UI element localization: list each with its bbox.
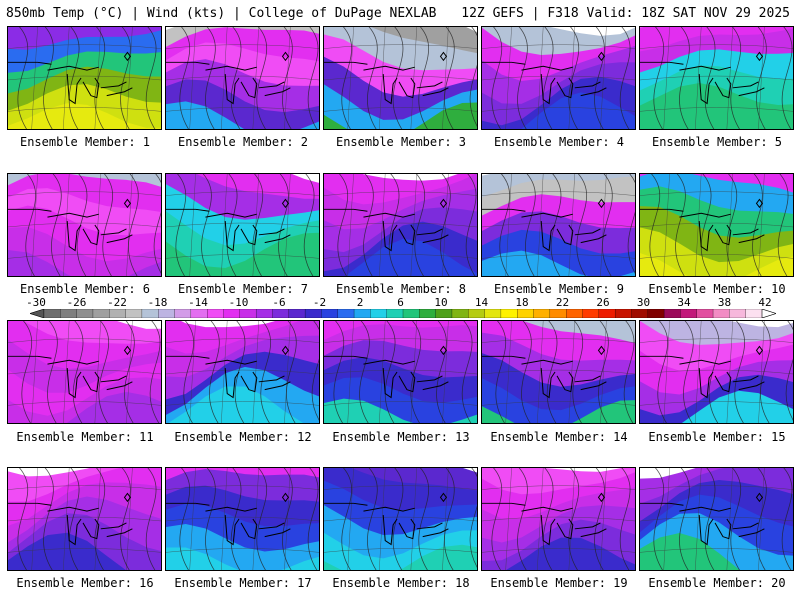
ensemble-map-panel[interactable] xyxy=(165,173,320,277)
ensemble-member-label: Ensemble Member: 14 xyxy=(490,430,628,444)
ensemble-member-label: Ensemble Member: 6 xyxy=(19,282,151,296)
ensemble-member-label: Ensemble Member: 7 xyxy=(177,282,309,296)
ensemble-map-panel[interactable] xyxy=(323,320,478,424)
colorbar-tick-label: 14 xyxy=(474,296,489,309)
colorbar-tick-label: -2 xyxy=(312,296,327,309)
temperature-field-map xyxy=(166,468,319,570)
ensemble-map-panel[interactable] xyxy=(323,26,478,130)
temperature-field-map xyxy=(482,321,635,423)
ensemble-map-panel[interactable] xyxy=(639,173,794,277)
colorbar-tick-label: 10 xyxy=(434,296,448,309)
map-title: 850mb Temp (°C) | Wind (kts) | College o… xyxy=(6,6,437,21)
ensemble-member-label: Ensemble Member: 8 xyxy=(335,282,467,296)
ensemble-member-label: Ensemble Member: 4 xyxy=(493,135,625,149)
colorbar-tick-label: -18 xyxy=(147,296,168,309)
temperature-field-map xyxy=(640,468,793,570)
ensemble-map-panel[interactable] xyxy=(165,320,320,424)
ensemble-member-label: Ensemble Member: 10 xyxy=(648,282,786,296)
temperature-field-map xyxy=(324,321,477,423)
temperature-field-map xyxy=(8,27,161,129)
ensemble-map-panel[interactable] xyxy=(481,467,636,571)
ensemble-map-panel[interactable] xyxy=(639,26,794,130)
ensemble-map-panel[interactable] xyxy=(7,26,162,130)
colorbar-tick-label: -26 xyxy=(66,296,87,309)
ensemble-member-label: Ensemble Member: 17 xyxy=(174,576,312,590)
colorbar-tick-label: -6 xyxy=(272,296,286,309)
colorbar-tick-label: 2 xyxy=(356,296,364,309)
colorbar-tick-label: 26 xyxy=(596,296,610,309)
temperature-field-map xyxy=(324,174,477,276)
ensemble-member-label: Ensemble Member: 11 xyxy=(16,430,154,444)
ensemble-member-label: Ensemble Member: 13 xyxy=(332,430,470,444)
colorbar-tick-label: 22 xyxy=(555,296,570,309)
ensemble-map-panel[interactable] xyxy=(481,320,636,424)
ensemble-member-label: Ensemble Member: 18 xyxy=(332,576,470,590)
temperature-field-map xyxy=(166,321,319,423)
ensemble-member-label: Ensemble Member: 20 xyxy=(648,576,786,590)
ensemble-map-panel[interactable] xyxy=(165,26,320,130)
ensemble-map-panel[interactable] xyxy=(323,173,478,277)
colorbar-tick-label: -14 xyxy=(188,296,208,309)
temperature-colorbar xyxy=(30,309,776,318)
temperature-field-map xyxy=(8,468,161,570)
ensemble-member-label: Ensemble Member: 1 xyxy=(19,135,151,149)
ensemble-map-panel[interactable] xyxy=(481,173,636,277)
ensemble-member-label: Ensemble Member: 19 xyxy=(490,576,628,590)
temperature-field-map xyxy=(324,27,477,129)
temperature-field-map xyxy=(640,27,793,129)
temperature-field-map xyxy=(166,27,319,129)
ensemble-member-label: Ensemble Member: 16 xyxy=(16,576,154,590)
colorbar-graphic xyxy=(30,309,776,318)
ensemble-member-label: Ensemble Member: 3 xyxy=(335,135,467,149)
ensemble-map-panel[interactable] xyxy=(165,467,320,571)
ensemble-member-label: Ensemble Member: 15 xyxy=(648,430,786,444)
temperature-field-map xyxy=(640,321,793,423)
temperature-field-map xyxy=(482,174,635,276)
temperature-field-map xyxy=(166,174,319,276)
colorbar-tick-label: 38 xyxy=(717,296,732,309)
colorbar-tick-label: -30 xyxy=(26,296,46,309)
colorbar-tick-label: -10 xyxy=(228,296,249,309)
ensemble-member-label: Ensemble Member: 2 xyxy=(177,135,309,149)
colorbar-tick-label: 34 xyxy=(677,296,691,309)
ensemble-map-panel[interactable] xyxy=(7,173,162,277)
colorbar-tick-label: 30 xyxy=(636,296,651,309)
run-valid-time: 12Z GEFS | F318 Valid: 18Z SAT NOV 29 20… xyxy=(461,6,790,21)
colorbar-tick-label: 18 xyxy=(515,296,529,309)
temperature-field-map xyxy=(8,321,161,423)
temperature-field-map xyxy=(640,174,793,276)
colorbar-tick-label: 6 xyxy=(397,296,404,309)
ensemble-map-panel[interactable] xyxy=(323,467,478,571)
ensemble-map-panel[interactable] xyxy=(7,467,162,571)
temperature-field-map xyxy=(324,468,477,570)
temperature-field-map xyxy=(482,27,635,129)
ensemble-member-label: Ensemble Member: 5 xyxy=(651,135,783,149)
ensemble-map-panel[interactable] xyxy=(639,320,794,424)
ensemble-map-panel[interactable] xyxy=(7,320,162,424)
ensemble-map-panel[interactable] xyxy=(639,467,794,571)
temperature-field-map xyxy=(482,468,635,570)
ensemble-map-panel[interactable] xyxy=(481,26,636,130)
colorbar-tick-label: -22 xyxy=(107,296,127,309)
ensemble-member-label: Ensemble Member: 9 xyxy=(493,282,625,296)
colorbar-tick-label: 42 xyxy=(758,296,772,309)
ensemble-member-label: Ensemble Member: 12 xyxy=(174,430,312,444)
temperature-field-map xyxy=(8,174,161,276)
